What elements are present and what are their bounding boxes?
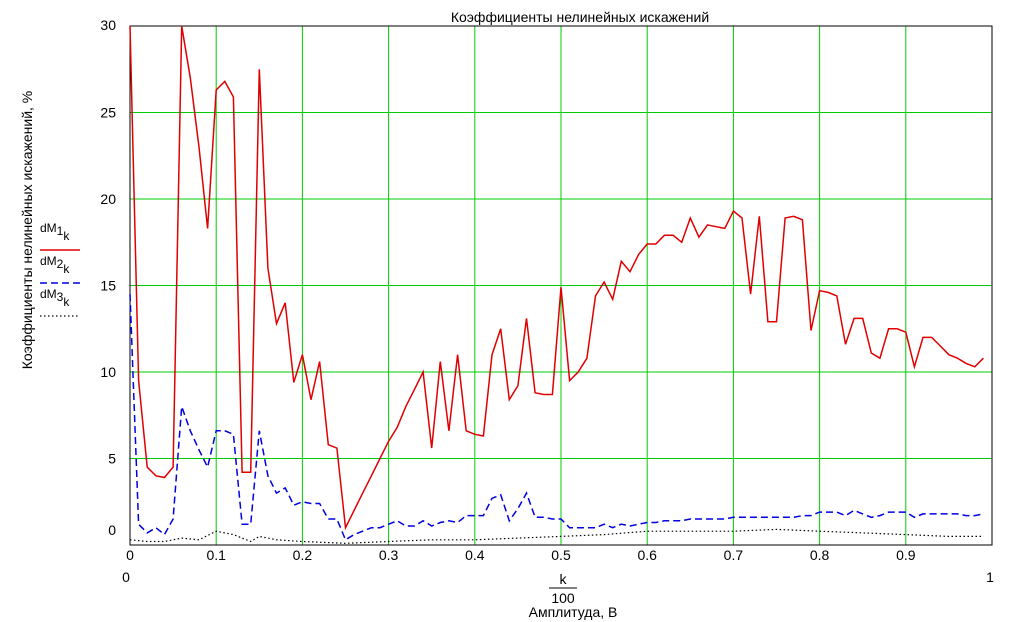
- x-tick-label: 0.1: [206, 547, 226, 563]
- y-tick-label: 15: [100, 278, 116, 294]
- x-tick-label: 0.7: [724, 547, 744, 563]
- x-range-max-label: 1: [986, 569, 994, 585]
- y-tick-label: 20: [100, 191, 116, 207]
- plot-frame: [129, 25, 993, 546]
- x-range-min-label: 0: [122, 569, 130, 585]
- series-line-dm3: [129, 528, 984, 544]
- y-tick-label: 0: [108, 522, 116, 538]
- y-axis-label: Коэффициенты нелинейных искажений, %: [19, 91, 35, 370]
- y-tick-label: 30: [100, 17, 116, 33]
- legend-label-dm1: dM1k: [40, 221, 70, 243]
- x-tick-label: 0.2: [293, 547, 313, 563]
- series-line-dm1: [129, 25, 984, 531]
- x-expr-denominator: 100: [551, 590, 575, 606]
- legend-label-dm3: dM3k: [40, 287, 70, 309]
- x-axis-label: Амплитуда, В: [529, 604, 618, 620]
- x-tick-label: 0: [126, 547, 134, 563]
- x-tick-label: 0.3: [379, 547, 399, 563]
- series-layer: [129, 25, 984, 544]
- x-tick-label: 0.5: [551, 547, 571, 563]
- legend: dM1k dM2k dM3k: [40, 221, 80, 317]
- x-axis-ticks: 0 0.1 0.2 0.3 0.4 0.5 0.6 0.7 0.8 0.9: [126, 547, 916, 563]
- y-tick-label: 10: [100, 364, 116, 380]
- grid: [130, 26, 992, 545]
- x-tick-label: 0.9: [896, 547, 916, 563]
- x-tick-label: 0.8: [810, 547, 830, 563]
- series-line-dm2: [129, 294, 984, 541]
- chart-title: Коэффициенты нелинейных искажений: [451, 9, 709, 25]
- x-expr-numerator: k: [560, 571, 568, 587]
- y-tick-label: 25: [100, 105, 116, 121]
- legend-label-dm2: dM2k: [40, 254, 70, 276]
- x-tick-label: 0.6: [637, 547, 657, 563]
- x-tick-label: 0.4: [465, 547, 485, 563]
- y-axis-ticks: 0 5 10 15 20 25 30: [100, 17, 116, 538]
- y-tick-label: 5: [108, 451, 116, 467]
